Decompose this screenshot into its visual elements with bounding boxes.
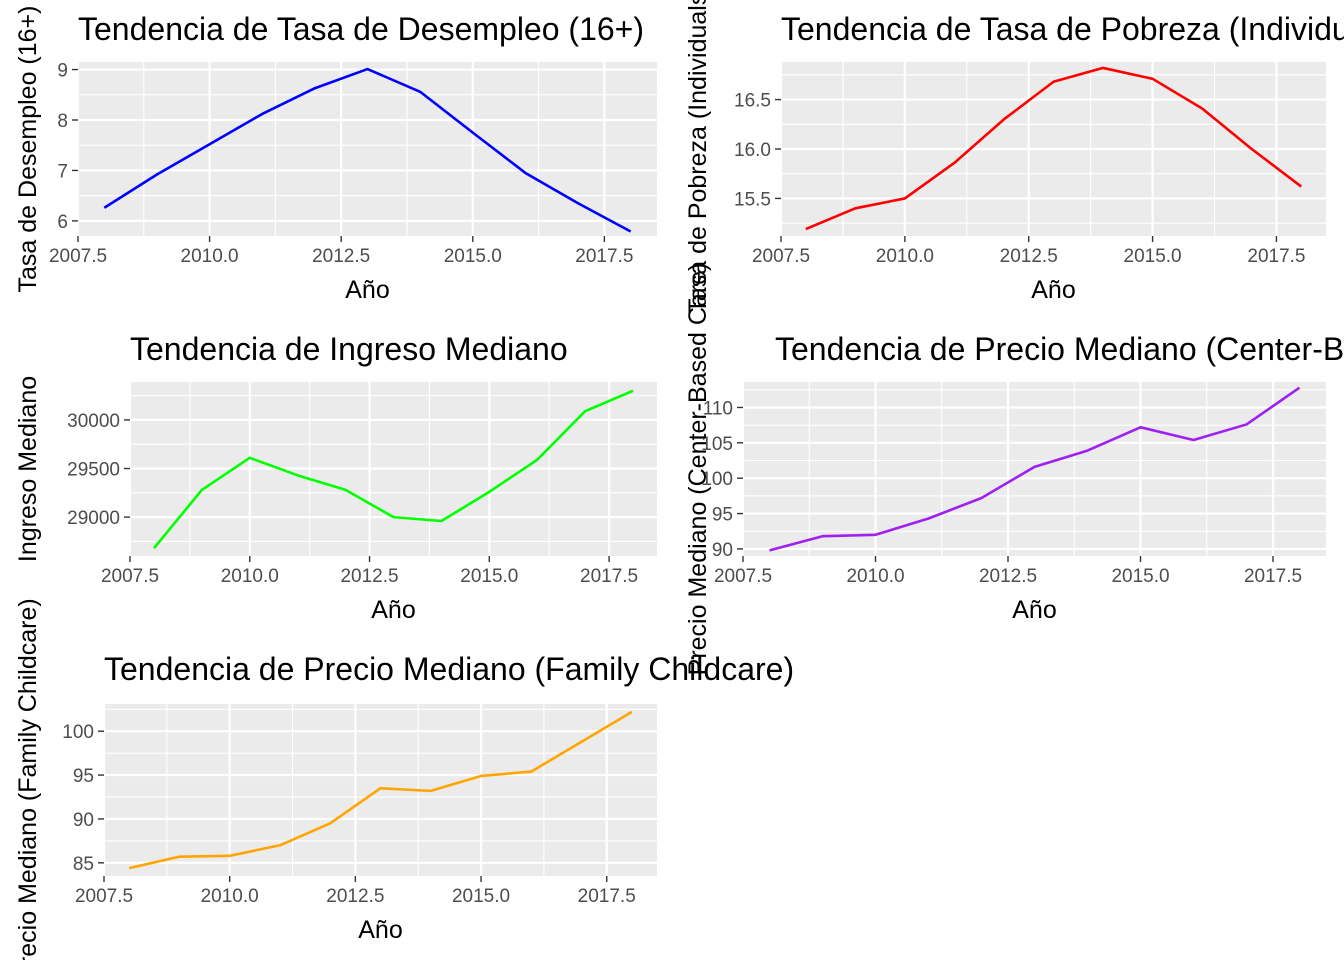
- x-tick-label: 2015.0: [1124, 246, 1182, 267]
- chart-panel-3: 2007.5 2010.0 2012.5 2015.0 2017.5 29000 29500…: [14, 331, 657, 624]
- x-tick-label: 2017.5: [578, 886, 636, 907]
- chart-title: Tendencia de Tasa de Desempleo (16+): [78, 11, 644, 47]
- y-tick-label: 90: [73, 810, 94, 831]
- y-tick-label: 110: [703, 398, 733, 419]
- y-tick-label: 29500: [67, 460, 120, 481]
- y-axis-title: Precio Mediano (Family Childcare): [14, 598, 42, 960]
- y-tick-label: 30000: [67, 411, 120, 432]
- x-tick-label: 2007.5: [75, 886, 133, 907]
- chart-panel-5: 2007.5 2010.0 2012.5 2015.0 2017.5 85 90 95 100 A…: [14, 598, 794, 960]
- plot-background: [78, 62, 657, 236]
- gridlines: [78, 62, 657, 236]
- y-axis-title: Ingreso Mediano: [14, 376, 42, 562]
- x-tick-label: 2010.0: [201, 886, 259, 907]
- y-tick-label: 16.5: [734, 91, 771, 112]
- x-axis-title: Año: [345, 276, 389, 304]
- x-tick-label: 2015.0: [460, 566, 518, 587]
- gridlines: [781, 62, 1326, 236]
- y-axis-title: Tasa de Pobreza (Individuals): [684, 0, 712, 314]
- chart-panel-2: 2007.5 2010.0 2012.5 2015.0 2017.5 15.5 16.0 16…: [684, 0, 1344, 314]
- y-tick-label: 100: [701, 469, 733, 490]
- x-axis-title: Año: [371, 596, 415, 624]
- x-tick-label: 2015.0: [444, 246, 502, 267]
- y-tick-label: 9: [57, 61, 68, 82]
- y-tick-label: 95: [712, 505, 733, 526]
- y-tick-label: 105: [701, 434, 733, 455]
- chart-title: Tendencia de Tasa de Pobreza (Individual…: [781, 11, 1344, 47]
- chart-panel-4: 2007.5 2010.0 2012.5 2015.0 2017.5 90 95 100 105…: [684, 263, 1344, 676]
- x-tick-label: 2007.5: [101, 566, 159, 587]
- x-tick-label: 2017.5: [1247, 246, 1305, 267]
- y-tick-label: 16.0: [734, 140, 771, 161]
- chart-title: Tendencia de Ingreso Mediano: [130, 331, 568, 367]
- x-tick-label: 2017.5: [1244, 566, 1302, 587]
- x-tick-label: 2010.0: [846, 566, 904, 587]
- chart-panel-1: 2007.5 2010.0 2012.5 2015.0 2017.5 6 7 8 9 Año Tas…: [14, 6, 657, 304]
- x-tick-label: 2012.5: [340, 566, 398, 587]
- y-tick-label: 29000: [67, 508, 120, 529]
- x-tick-label: 2007.5: [752, 246, 810, 267]
- y-tick-label: 8: [57, 111, 68, 132]
- y-axis-title: Tasa de Desempleo (16+): [14, 6, 42, 293]
- plot-background: [743, 382, 1326, 556]
- x-tick-label: 2007.5: [49, 246, 107, 267]
- x-tick-label: 2015.0: [1111, 566, 1169, 587]
- y-tick-label: 15.5: [734, 189, 771, 210]
- y-axis-title: Precio Mediano (Center-Based Care): [684, 263, 712, 676]
- gridlines: [130, 382, 657, 556]
- y-tick-label: 100: [62, 722, 94, 743]
- chart-title: Tendencia de Precio Mediano (Center-Base…: [775, 331, 1344, 367]
- x-axis-title: Año: [1012, 596, 1056, 624]
- y-tick-label: 6: [57, 212, 68, 233]
- x-tick-label: 2010.0: [221, 566, 279, 587]
- chart-title: Tendencia de Precio Mediano (Family Chil…: [104, 651, 794, 687]
- x-tick-label: 2010.0: [181, 246, 239, 267]
- y-tick-label: 85: [73, 854, 94, 875]
- x-tick-label: 2010.0: [876, 246, 934, 267]
- x-tick-label: 2012.5: [312, 246, 370, 267]
- x-tick-label: 2007.5: [714, 566, 772, 587]
- x-axis-title: Año: [358, 916, 402, 944]
- gridlines: [104, 704, 657, 876]
- x-tick-label: 2017.5: [580, 566, 638, 587]
- plot-background: [104, 704, 657, 876]
- x-tick-label: 2015.0: [452, 886, 510, 907]
- gridlines: [743, 382, 1326, 556]
- y-tick-label: 90: [712, 540, 733, 561]
- x-tick-label: 2012.5: [1000, 246, 1058, 267]
- x-tick-label: 2012.5: [326, 886, 384, 907]
- y-tick-label: 7: [57, 161, 68, 182]
- x-tick-label: 2012.5: [979, 566, 1037, 587]
- x-tick-label: 2017.5: [575, 246, 633, 267]
- x-axis-title: Año: [1031, 276, 1075, 304]
- y-tick-label: 95: [73, 766, 94, 787]
